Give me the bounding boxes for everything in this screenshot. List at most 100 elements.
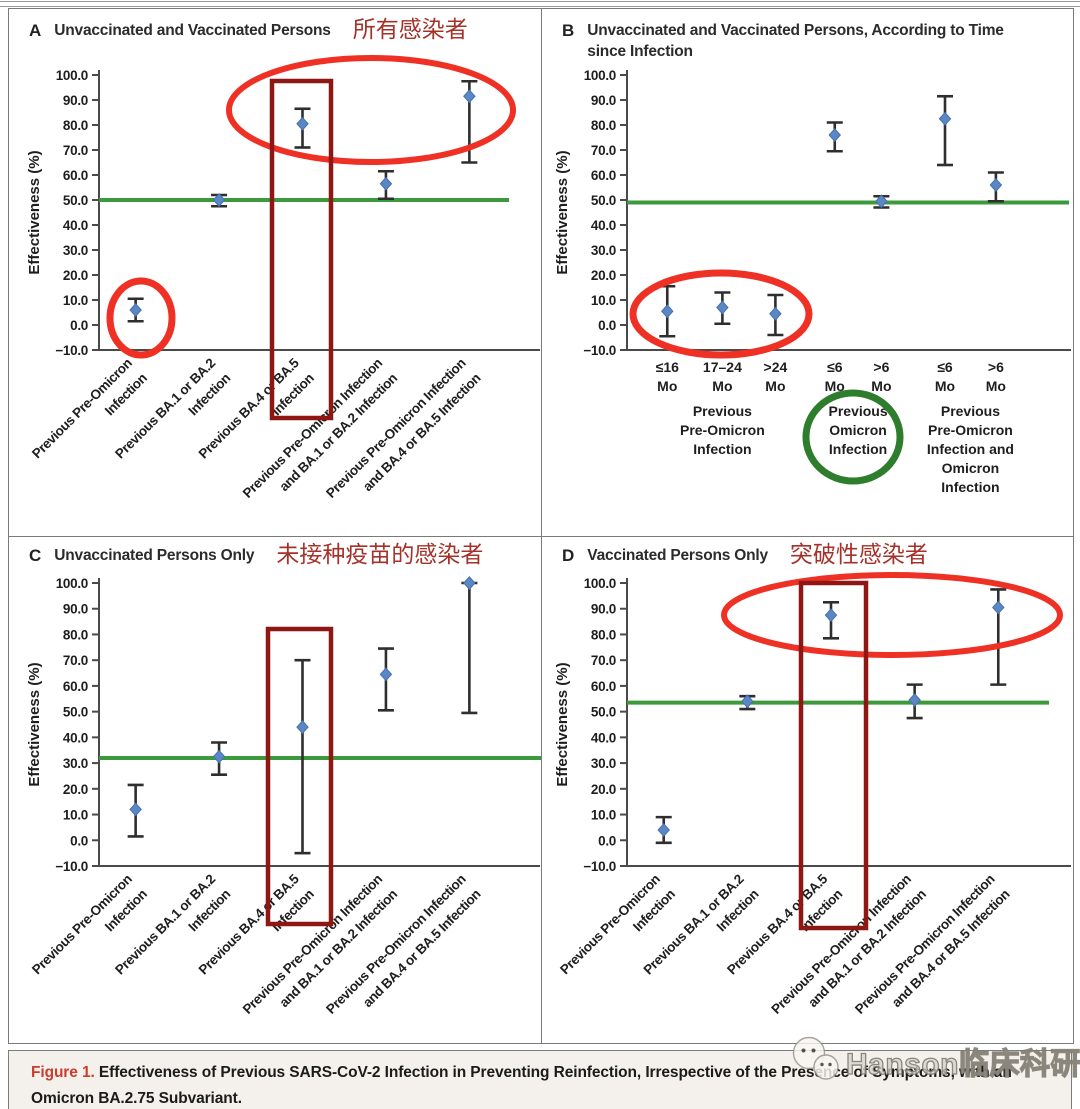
y-tick-label: 70.0 [63, 143, 88, 158]
data-point [716, 300, 729, 315]
data-point [908, 693, 921, 708]
x-group-label: Previous [829, 403, 888, 419]
x-group-label: Previous [941, 403, 1000, 419]
y-tick-label: −10.0 [583, 859, 616, 874]
data-point [989, 178, 1003, 192]
data-point [657, 823, 670, 837]
figure-caption-label: Figure 1. [31, 1064, 95, 1081]
panel-c-plot: 100.0 90.0 80.0 70.0 60.0 50.0 40.0 30.0 20.0 10.… [26, 576, 541, 1017]
data-point [463, 89, 476, 104]
x-group-label: Omicron [829, 422, 887, 438]
panel-c-title: C Unvaccinated Persons Only 未接种疫苗的感染者 [29, 541, 484, 567]
x-tick-label: ≤16 [656, 359, 679, 375]
annotation-darkred-rect [265, 626, 334, 927]
y-tick-label: 0.0 [598, 318, 616, 333]
y-tick-label: 50.0 [63, 193, 88, 208]
x-tick-label: >24 [764, 359, 788, 375]
x-tick-label: Mo [825, 378, 845, 394]
x-tick-label: Mo [712, 378, 732, 394]
data-point [824, 608, 838, 623]
y-tick-label: 90.0 [591, 93, 616, 108]
panel-letter: D [562, 546, 575, 565]
annotation-red-ellipse [721, 572, 1063, 658]
x-tick-label: Mo [935, 378, 955, 394]
y-tick-label: 20.0 [63, 782, 88, 797]
panel-d-plot: 100.0 90.0 80.0 70.0 60.0 50.0 40.0 30.0 20.0 10.… [554, 572, 1071, 1017]
y-tick-label: 100.0 [584, 576, 616, 591]
annotation-red-ellipse [629, 269, 813, 359]
wechat-icon [792, 1036, 839, 1080]
panel-b: B Unvaccinated and Vaccinated Persons, A… [542, 9, 1073, 537]
y-tick-label: 0.0 [70, 833, 88, 848]
x-tick-label: >6 [988, 359, 1004, 375]
data-point [296, 116, 309, 131]
y-tick-label: 90.0 [63, 602, 88, 617]
x-group-label: Pre-Omicron [680, 422, 765, 438]
y-tick-label: 70.0 [591, 653, 616, 668]
y-tick-label: 0.0 [70, 318, 88, 333]
x-group-label: Omicron [942, 460, 1000, 476]
annotation-green-ellipse [802, 389, 904, 485]
x-group-label: Infection [693, 441, 751, 457]
x-tick-label: ≤6 [937, 359, 953, 375]
x-tick-label: ≤6 [827, 359, 843, 375]
y-tick-label: 100.0 [56, 68, 88, 83]
x-group-label: Pre-Omicron [928, 422, 1013, 438]
y-axis-label: Effectiveness (%) [554, 662, 571, 786]
y-tick-label: 40.0 [591, 218, 616, 233]
data-point [769, 306, 782, 321]
y-tick-label: 30.0 [591, 756, 616, 771]
y-tick-label: 30.0 [591, 243, 616, 258]
data-point [212, 749, 226, 764]
panel-letter: A [29, 21, 42, 40]
panel-d-title: D Vaccinated Persons Only 突破性感染者 [562, 543, 928, 567]
y-tick-label: −10.0 [55, 343, 88, 358]
panel-title-chinese: 未接种疫苗的感染者 [276, 541, 484, 567]
data-point [661, 304, 674, 319]
data-point [938, 111, 952, 126]
x-tick-label: Mo [986, 378, 1006, 394]
y-tick-label: 40.0 [591, 730, 616, 745]
y-tick-label: 50.0 [591, 705, 616, 720]
x-tick-label: Mo [871, 378, 891, 394]
y-tick-label: 90.0 [591, 602, 616, 617]
y-tick-label: 80.0 [63, 118, 88, 133]
panel-a-plot: 100.0 90.0 80.0 70.0 60.0 50.0 40.0 30.0 20.0 10.… [26, 55, 540, 501]
panel-d: D Vaccinated Persons Only 突破性感染者 100.0 90… [542, 537, 1073, 1043]
panel-title-text: Unvaccinated and Vaccinated Persons, Acc… [587, 22, 1004, 60]
annotation-red-ellipse [226, 55, 516, 165]
data-point [828, 128, 842, 142]
panel-letter: C [29, 546, 42, 565]
y-tick-label: 60.0 [591, 168, 616, 183]
panel-a: A Unvaccinated and Vaccinated Persons 所有… [9, 9, 542, 537]
x-tick-label: Mo [657, 378, 677, 394]
annotation-darkred-rect [269, 78, 334, 421]
data-point [463, 576, 476, 590]
y-tick-label: 10.0 [63, 293, 88, 308]
panel-b-title: B Unvaccinated and Vaccinated Persons, A… [562, 20, 1041, 63]
data-point [379, 176, 393, 191]
annotation-red-ellipse [106, 277, 176, 359]
y-tick-label: 10.0 [591, 808, 616, 823]
panel-title-text: Vaccinated Persons Only [587, 547, 768, 564]
data-point [129, 802, 142, 817]
y-tick-label: 60.0 [63, 168, 88, 183]
data-point [875, 194, 888, 209]
y-tick-label: 10.0 [591, 293, 616, 308]
watermark-text: Hanson临床科研 [845, 1047, 1080, 1081]
figure-caption: Figure 1. Effectiveness of Previous SARS… [31, 1060, 1021, 1109]
watermark: Hanson临床科研 [790, 1036, 1080, 1086]
y-axis-label: Effectiveness (%) [26, 662, 43, 786]
y-tick-label: 70.0 [63, 653, 88, 668]
y-tick-label: 40.0 [63, 218, 88, 233]
data-point [296, 720, 309, 735]
annotation-darkred-rect [798, 580, 869, 931]
panel-c: C Unvaccinated Persons Only 未接种疫苗的感染者 10… [9, 537, 542, 1043]
y-tick-label: 100.0 [584, 68, 616, 83]
data-point [379, 667, 393, 682]
panel-title-chinese: 所有感染者 [352, 16, 468, 42]
y-tick-label: −10.0 [583, 343, 616, 358]
y-tick-label: 50.0 [63, 705, 88, 720]
top-rule [0, 1, 1080, 7]
